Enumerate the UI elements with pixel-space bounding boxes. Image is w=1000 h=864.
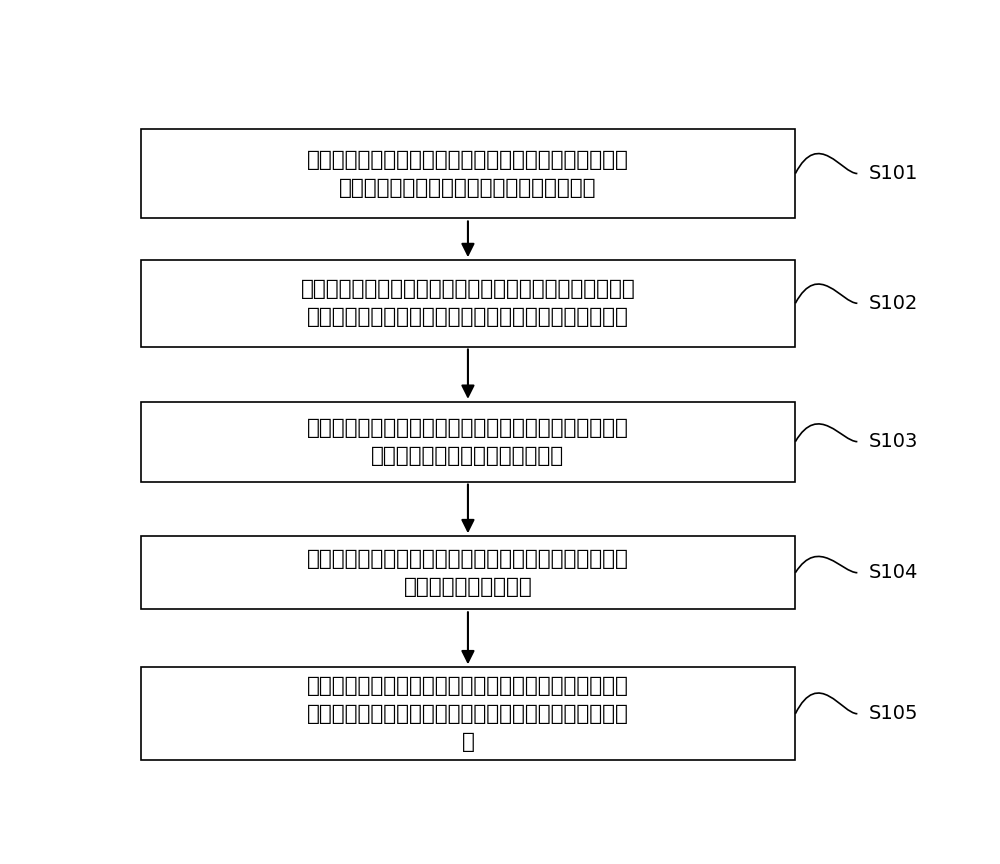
Text: S104: S104 <box>869 563 918 582</box>
Text: 当所述交通灯的当前状态为禁止通过时，所述智能终端获: 当所述交通灯的当前状态为禁止通过时，所述智能终端获 <box>307 549 629 569</box>
Text: 取本车到停车线的距离: 取本车到停车线的距离 <box>404 576 532 597</box>
Text: 本车在跟踪所述目标车辆时，通过监控设备获取当前道路状: 本车在跟踪所述目标车辆时，通过监控设备获取当前道路状 <box>301 279 635 299</box>
Text: 当所述道路状态为交叉路口时，接收交通灯控制系统发送: 当所述道路状态为交叉路口时，接收交通灯控制系统发送 <box>307 417 629 438</box>
Text: 所述智能终端获取车辆的位置，并向本车的车辆控制器发: 所述智能终端获取车辆的位置，并向本车的车辆控制器发 <box>307 149 629 169</box>
Text: 车: 车 <box>462 732 474 752</box>
Bar <box>140 402 795 481</box>
Text: S101: S101 <box>869 164 918 183</box>
Text: 送控制信号给本车的车辆控制器来降低本车的速度使其停: 送控制信号给本车的车辆控制器来降低本车的速度使其停 <box>307 704 629 724</box>
Text: S103: S103 <box>869 432 918 451</box>
Text: 送控制本车的信号，实现对目标车辆的跟踪；: 送控制本车的信号，实现对目标车辆的跟踪； <box>339 177 597 198</box>
Text: S102: S102 <box>869 294 918 313</box>
Text: 态，并将所述当前道路状态发送给所述智能终端进行判断: 态，并将所述当前道路状态发送给所述智能终端进行判断 <box>307 308 629 327</box>
Bar <box>140 667 795 760</box>
Text: S105: S105 <box>869 704 918 723</box>
Bar <box>140 536 795 609</box>
Text: 当本车到停车线的距离小于设定值时，则所述智能终端发: 当本车到停车线的距离小于设定值时，则所述智能终端发 <box>307 676 629 696</box>
Bar <box>140 260 795 346</box>
Bar <box>140 129 795 219</box>
Text: 的交通灯的当前状态，并进行判断: 的交通灯的当前状态，并进行判断 <box>371 446 564 466</box>
